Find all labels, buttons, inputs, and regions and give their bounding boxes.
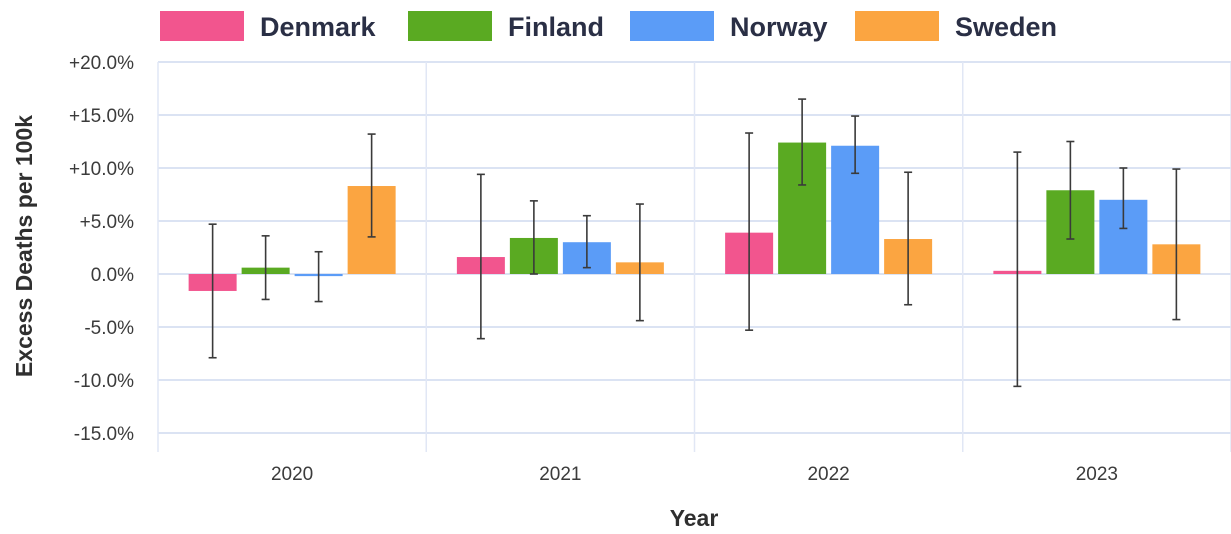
error-bar-sweden-2023 xyxy=(1172,168,1181,321)
y-tick-label: +15.0% xyxy=(69,106,134,127)
error-bar-norway-2023 xyxy=(1119,167,1128,230)
grid xyxy=(157,61,1231,452)
error-bar-denmark-2020 xyxy=(208,223,217,359)
legend-swatch xyxy=(630,11,714,41)
legend-swatch xyxy=(855,11,939,41)
error-bar-sweden-2021 xyxy=(635,203,644,322)
y-axis-ticks: +20.0% +15.0% +10.0% +5.0% 0.0% -5.0% -10.0% -1… xyxy=(69,53,134,445)
error-bar-finland-2023 xyxy=(1066,140,1075,240)
x-axis-title: Year xyxy=(670,505,719,531)
legend-label: Denmark xyxy=(260,12,377,42)
error-bar-sweden-2020 xyxy=(367,133,376,238)
y-tick-label: +10.0% xyxy=(69,159,134,180)
error-bars xyxy=(208,98,1181,388)
y-tick-label: -15.0% xyxy=(74,424,134,445)
legend-item-norway: Norway xyxy=(630,11,828,42)
x-axis-ticks: 2020 2021 2022 2023 xyxy=(271,464,1118,485)
y-tick-label: +20.0% xyxy=(69,53,134,74)
error-bar-denmark-2023 xyxy=(1013,151,1022,388)
error-bar-finland-2021 xyxy=(529,200,538,275)
error-bar-sweden-2022 xyxy=(904,171,913,306)
legend-swatch xyxy=(160,11,244,41)
x-tick-label: 2020 xyxy=(271,464,313,485)
error-bar-norway-2020 xyxy=(314,250,323,303)
legend-item-sweden: Sweden xyxy=(855,11,1057,42)
error-bar-norway-2022 xyxy=(851,115,860,175)
y-tick-label: -10.0% xyxy=(74,371,134,392)
legend-label: Norway xyxy=(730,12,828,42)
y-tick-label: -5.0% xyxy=(84,318,134,339)
legend: Denmark Finland Norway Sweden xyxy=(160,11,1057,42)
legend-item-denmark: Denmark xyxy=(160,11,377,42)
legend-swatch xyxy=(408,11,492,41)
error-bar-finland-2020 xyxy=(261,235,270,301)
y-axis-title: Excess Deaths per 100k xyxy=(11,115,37,377)
x-tick-label: 2022 xyxy=(807,464,849,485)
x-tick-label: 2021 xyxy=(539,464,581,485)
error-bar-denmark-2022 xyxy=(745,132,754,331)
error-bar-finland-2022 xyxy=(798,98,807,186)
x-tick-label: 2023 xyxy=(1076,464,1118,485)
legend-item-finland: Finland xyxy=(408,11,604,42)
error-bar-norway-2021 xyxy=(582,214,591,269)
y-tick-label: 0.0% xyxy=(91,265,134,286)
legend-label: Sweden xyxy=(955,12,1057,42)
legend-label: Finland xyxy=(508,12,604,42)
error-bar-denmark-2021 xyxy=(476,173,485,340)
y-tick-label: +5.0% xyxy=(80,212,135,233)
